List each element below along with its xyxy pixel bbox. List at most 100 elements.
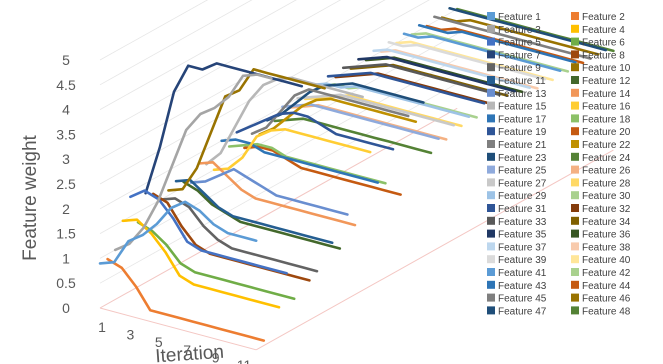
legend-swatch xyxy=(571,178,579,187)
series-line-45 xyxy=(433,15,592,60)
series-line-13 xyxy=(189,167,349,216)
legend-swatch xyxy=(487,293,495,302)
x-tick-label: 7 xyxy=(183,342,191,358)
legend-swatch xyxy=(571,306,579,315)
legend-label: Feature 8 xyxy=(582,50,625,61)
legend-swatch xyxy=(487,268,495,276)
legend-label: Feature 42 xyxy=(582,268,631,279)
legend-label: Feature 25 xyxy=(498,166,547,177)
gridline xyxy=(99,0,209,61)
legend-swatch xyxy=(571,242,579,251)
series-line-12 xyxy=(182,180,342,250)
series-line-20 xyxy=(243,145,402,196)
legend-swatch xyxy=(487,306,495,315)
series-line-31 xyxy=(326,71,486,105)
legend-label: Feature 23 xyxy=(498,153,547,164)
series-line-41 xyxy=(402,32,562,72)
legend-swatch xyxy=(571,229,579,238)
legend: Feature 1 Feature 2 Feature 3 Feature 4 Feat… xyxy=(487,12,631,317)
legend-swatch xyxy=(487,76,495,84)
legend-swatch xyxy=(487,12,495,20)
legend-label: Feature 28 xyxy=(582,178,631,189)
legend-label: Feature 48 xyxy=(582,306,631,317)
legend-label: Feature 27 xyxy=(498,178,547,189)
y-tick-label: 2.5 xyxy=(56,176,76,192)
y-axis-title: Feature weight xyxy=(20,134,41,260)
y-tick-label: 2 xyxy=(62,201,70,217)
legend-swatch xyxy=(571,24,579,33)
x-tick-label: 1 xyxy=(98,319,106,335)
series-line-19 xyxy=(235,111,395,151)
series-line-6 xyxy=(136,221,296,301)
legend-label: Feature 44 xyxy=(582,281,631,292)
legend-label: Feature 1 xyxy=(498,12,541,23)
series-line-9 xyxy=(159,197,319,273)
legend-swatch xyxy=(487,50,495,59)
series-line-46 xyxy=(440,16,600,56)
legend-swatch xyxy=(487,229,495,238)
legend-swatch xyxy=(571,88,579,97)
legend-swatch xyxy=(571,12,579,20)
legend-label: Feature 45 xyxy=(498,294,547,305)
x-tick-label: 11 xyxy=(237,357,252,364)
series-line-47 xyxy=(448,7,608,52)
legend-label: Feature 21 xyxy=(498,140,547,151)
x-tick-label: 5 xyxy=(155,334,163,350)
legend-swatch xyxy=(487,178,495,187)
y-tick-label: 1 xyxy=(62,250,70,266)
legend-swatch xyxy=(571,255,579,264)
legend-label: Feature 20 xyxy=(582,127,631,138)
y-tick-label: 0 xyxy=(62,300,70,316)
legend-label: Feature 2 xyxy=(582,12,625,23)
series-line-7 xyxy=(144,62,304,195)
series-line-17 xyxy=(220,138,380,184)
y-tick-label: 3.5 xyxy=(56,126,76,142)
legend-label: Feature 12 xyxy=(582,76,631,87)
x-tick-label: 3 xyxy=(127,327,135,343)
legend-label: Feature 46 xyxy=(582,294,631,305)
legend-swatch xyxy=(487,255,495,264)
series-line-24 xyxy=(273,117,433,155)
legend-swatch xyxy=(487,140,495,148)
legend-swatch xyxy=(571,37,579,46)
legend-label: Feature 31 xyxy=(498,204,547,215)
series-line-35 xyxy=(357,55,516,93)
legend-swatch xyxy=(571,140,579,148)
legend-label: Feature 7 xyxy=(498,50,541,61)
legend-label: Feature 3 xyxy=(498,25,541,36)
series-line-43 xyxy=(417,23,577,64)
series-line-1 xyxy=(98,200,258,265)
legend-label: Feature 43 xyxy=(498,281,547,292)
legend-swatch xyxy=(487,152,495,161)
legend-swatch xyxy=(487,280,495,289)
legend-swatch xyxy=(487,63,495,72)
series-line-3 xyxy=(113,73,273,252)
legend-label: Feature 39 xyxy=(498,255,547,266)
series-lines xyxy=(98,7,615,342)
gridline xyxy=(99,0,342,135)
y-tick-label: 3 xyxy=(62,151,70,167)
legend-label: Feature 10 xyxy=(582,63,631,74)
series-line-22 xyxy=(258,97,418,136)
legend-label: Feature 36 xyxy=(582,230,631,241)
y-tick-label: 5 xyxy=(62,52,70,68)
legend-label: Feature 32 xyxy=(582,204,631,215)
x-tick-label: 9 xyxy=(212,349,220,364)
legend-label: Feature 26 xyxy=(582,166,631,177)
series-line-14 xyxy=(197,161,357,227)
legend-swatch xyxy=(487,88,495,97)
series-line-2 xyxy=(106,257,266,342)
y-tick-label: 4 xyxy=(62,102,70,118)
legend-swatch xyxy=(487,101,495,110)
series-line-27 xyxy=(296,93,456,127)
gridline xyxy=(99,8,458,210)
series-line-39 xyxy=(387,40,547,81)
legend-swatch xyxy=(571,127,579,136)
gridline xyxy=(99,58,458,259)
legend-swatch xyxy=(487,127,495,136)
legend-label: Feature 41 xyxy=(498,268,547,279)
legend-label: Feature 14 xyxy=(582,89,631,100)
legend-swatch xyxy=(571,216,579,225)
legend-label: Feature 37 xyxy=(498,242,547,253)
legend-label: Feature 24 xyxy=(582,153,631,164)
